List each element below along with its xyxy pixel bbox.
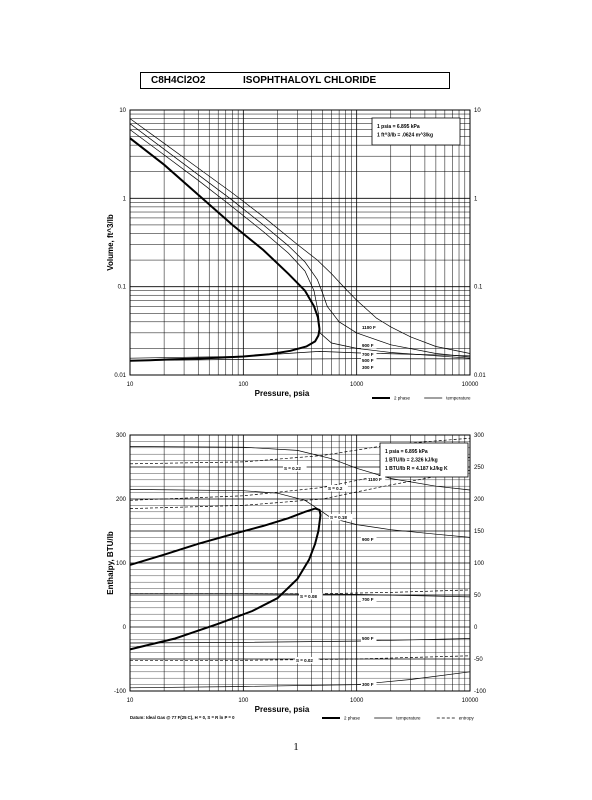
chart2-entropy-line bbox=[129, 457, 471, 501]
chart1-y-axis-label: Volume, ft^3/lb bbox=[106, 214, 115, 271]
chart1-temperature-line bbox=[129, 118, 471, 354]
chart2-series-label-bg bbox=[361, 596, 377, 603]
chart2-series-label: 1100 F bbox=[368, 477, 382, 482]
chart2-series-label: 700 F bbox=[362, 597, 374, 602]
chart1-series-label-bg bbox=[361, 351, 377, 358]
chart2-y-tick-label-right: -100 bbox=[474, 689, 487, 695]
chart2-conversion-text: 1 BTU/lb = 2.326 kJ/kg bbox=[385, 458, 438, 464]
chart1-series-label-bg bbox=[361, 342, 377, 349]
page-number: 1 bbox=[293, 741, 299, 753]
chart2-series-label: S = 0.08 bbox=[300, 594, 317, 599]
chart2-x-tick-label: 10 bbox=[127, 698, 134, 704]
chart2-legend-label: 2 phase bbox=[344, 716, 361, 721]
chart2-series-label-bg bbox=[327, 485, 348, 492]
chart2-x-tick-label: 100 bbox=[238, 698, 249, 704]
chart1-series-label-bg bbox=[361, 324, 380, 331]
chart1-y-tick-label: 10 bbox=[119, 108, 126, 114]
chart2-entropy-line bbox=[129, 437, 471, 465]
chart2-legend-label: temperature bbox=[396, 716, 421, 721]
chart1-plot-frame bbox=[129, 109, 471, 376]
title-box: C8H4Cl2O2 ISOPHTHALOYL CHLORIDE bbox=[140, 72, 450, 89]
chart2-x-axis-label: Pressure, psia bbox=[255, 705, 310, 714]
chart1-x-tick-label: 1000 bbox=[350, 382, 364, 388]
chart2-conversion-box bbox=[379, 442, 469, 478]
chart2-y-tick-label-right: 200 bbox=[474, 497, 485, 503]
chart2-series-label-bg bbox=[299, 593, 323, 600]
chart2-series-label: 500 F bbox=[362, 636, 374, 641]
chart1-y-tick-label-right: 1 bbox=[474, 196, 478, 202]
chemical-formula: C8H4Cl2O2 bbox=[151, 75, 206, 86]
chart1-y-tick-label-right: 0.1 bbox=[474, 285, 483, 291]
chart1-temperature-line bbox=[129, 351, 471, 359]
chart2-series-label-bg bbox=[295, 657, 319, 664]
chart2-conversion-text: 1 BTU/lb R = 4.187 kJ/kg K bbox=[385, 466, 448, 472]
chart2-two-phase-line bbox=[129, 507, 322, 651]
chart2-y-tick-label-right: 150 bbox=[474, 529, 485, 535]
chart2-y-tick-label-right: 300 bbox=[474, 433, 485, 439]
chart1-y-tick-label: 0.01 bbox=[114, 373, 126, 379]
chart2-conversion-text: 1 psia = 6.895 kPa bbox=[385, 449, 428, 455]
chart2-y-tick-label-right: 100 bbox=[474, 561, 485, 567]
chart2-datum-note: Datum: Ideal Gas @ 77 F(25 C), H = 0, S … bbox=[130, 715, 235, 720]
chart2-series-label: S = 0.22 bbox=[284, 466, 301, 471]
chart1-series-label-bg bbox=[361, 357, 377, 364]
chart1-temperature-line bbox=[129, 129, 471, 359]
chart1-y-tick-label-right: 0.01 bbox=[474, 373, 486, 379]
chart1-conversion-text: 1 psia = 6.895 kPa bbox=[377, 124, 420, 130]
chart2-x-tick-label: 10000 bbox=[462, 698, 479, 704]
chart2-temperature-line bbox=[129, 446, 471, 491]
chart2-series-label: 300 F bbox=[362, 682, 374, 687]
chart1-series-label: 1100 F bbox=[362, 325, 376, 330]
chart1-x-tick-label: 10000 bbox=[462, 382, 479, 388]
chart1-legend-label: 2 phase bbox=[394, 396, 411, 401]
chart2-series-label-bg bbox=[361, 536, 377, 543]
chart2-y-tick-label: 300 bbox=[116, 433, 127, 439]
chart2-temperature-line bbox=[129, 638, 471, 644]
chart2-series-label: S = 0.02 bbox=[296, 658, 313, 663]
chart2-series-label-bg bbox=[361, 681, 377, 688]
chart1-conversion-box bbox=[371, 117, 461, 146]
chart2-temperature-line bbox=[129, 671, 471, 689]
chart1-series-label: 900 F bbox=[362, 343, 374, 348]
chart2-y-axis-label: Enthalpy, BTU/lb bbox=[106, 531, 115, 595]
chart2-plot-frame bbox=[129, 434, 471, 692]
chart1-x-axis-label: Pressure, psia bbox=[255, 389, 310, 398]
chart2-series-label: S = 0.18 bbox=[330, 515, 347, 520]
chart1-y-tick-label: 1 bbox=[123, 196, 127, 202]
chart1-temperature-line bbox=[129, 358, 471, 362]
chart2-y-tick-label: 100 bbox=[116, 561, 127, 567]
chart2-series-label: S = 0.2 bbox=[328, 486, 343, 491]
chart2-series-label-bg bbox=[329, 514, 353, 521]
chart2-series-label-bg bbox=[361, 635, 377, 642]
chart1-temperature-line bbox=[129, 123, 471, 358]
chart2-entropy-line bbox=[129, 469, 471, 509]
chart2-y-tick-label-right: 50 bbox=[474, 593, 481, 599]
chart2-series-label-bg bbox=[367, 476, 386, 483]
chart1-series-label-bg bbox=[361, 364, 377, 371]
chart1-legend-label: temperature bbox=[446, 396, 471, 401]
chart2-y-tick-label-right: 0 bbox=[474, 625, 478, 631]
chart1-series-label: 500 F bbox=[362, 358, 374, 363]
compound-name: ISOPHTHALOYL CHLORIDE bbox=[243, 75, 377, 86]
chart2-legend-label: entropy bbox=[459, 716, 475, 721]
chart2-series-label-bg bbox=[283, 465, 307, 472]
chart1-y-tick-label-right: 10 bbox=[474, 108, 481, 114]
chart1-y-tick-label: 0.1 bbox=[118, 285, 127, 291]
chart2-temperature-line bbox=[129, 489, 471, 538]
chart2-series-label: 900 F bbox=[362, 537, 374, 542]
chart2-y-tick-label: 0 bbox=[123, 625, 127, 631]
chart2-y-tick-label: 200 bbox=[116, 497, 127, 503]
chart2-y-tick-label-right: 250 bbox=[474, 465, 485, 471]
chart1-x-tick-label: 10 bbox=[127, 382, 134, 388]
chart1-two-phase-line bbox=[129, 137, 321, 362]
chart1-x-tick-label: 100 bbox=[238, 382, 249, 388]
chart2-x-tick-label: 1000 bbox=[350, 698, 364, 704]
chart1-series-label: 700 F bbox=[362, 352, 374, 357]
chart2-y-tick-label-right: -50 bbox=[474, 657, 483, 663]
chart1-series-label: 300 F bbox=[362, 365, 374, 370]
chart2-y-tick-label: -100 bbox=[114, 689, 127, 695]
chart1-conversion-text: 1 ft^3/lb = .0624 m^3/kg bbox=[377, 133, 433, 139]
